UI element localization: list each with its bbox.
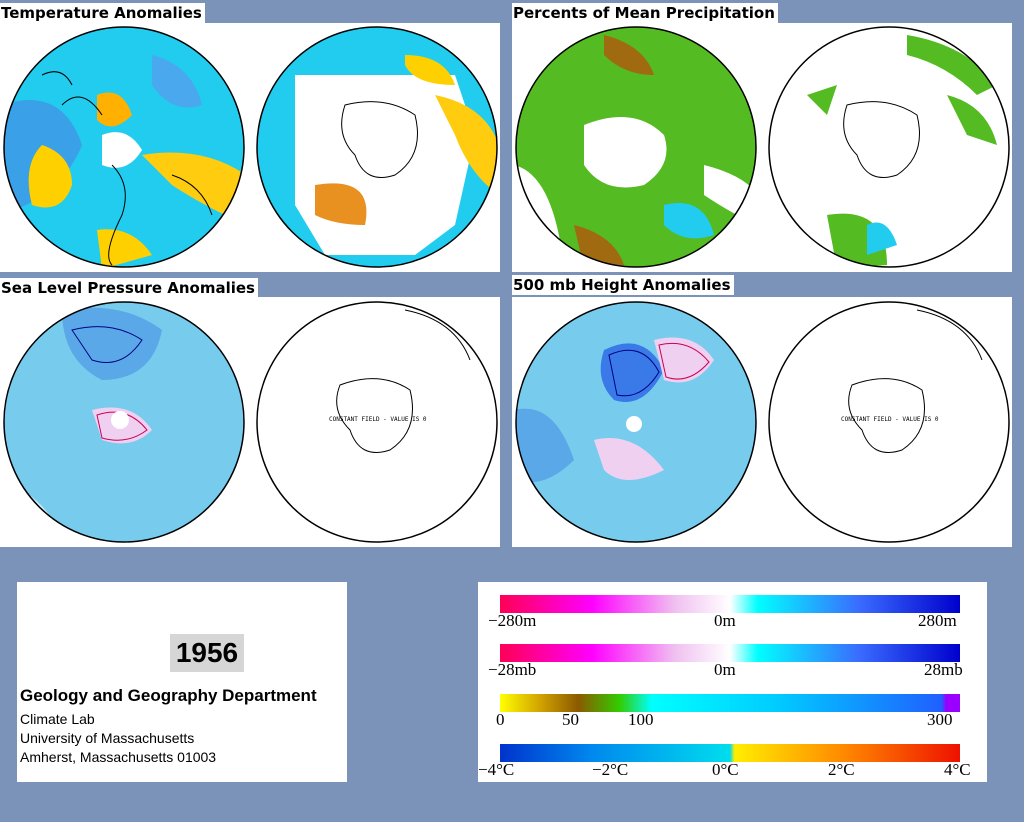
slp-title: Sea Level Pressure Anomalies (0, 278, 258, 298)
height-colorbar (500, 595, 960, 613)
legend-box: −280m 0m 280m −28mb 0m 28mb 0 50 100 300… (478, 582, 987, 782)
temp-tick-m2: −2°C (592, 760, 629, 779)
slp-constant-field-label: CONSTANT FIELD - VALUE IS 0 (329, 416, 427, 423)
precip-tick-50: 50 (562, 710, 579, 729)
precip-tick-100: 100 (628, 710, 654, 729)
precipitation-north-globe (514, 25, 758, 269)
pressure-tick-max: 28mb (924, 660, 963, 679)
slp-north-globe (2, 300, 246, 544)
info-line: Climate Lab (20, 711, 95, 727)
precip-tick-0: 0 (496, 710, 505, 729)
height500-constant-field-label: CONSTANT FIELD - VALUE IS 0 (841, 416, 939, 423)
info-line: University of Massachusetts (20, 730, 195, 746)
pressure-colorbar (500, 644, 960, 662)
height-tick-min: −280m (488, 611, 537, 630)
temp-tick-2: 2°C (828, 760, 855, 779)
height500-north-globe (514, 300, 758, 544)
height500-south-globe: CONSTANT FIELD - VALUE IS 0 (767, 300, 1011, 544)
pressure-tick-zero: 0m (714, 660, 736, 679)
info-line: Amherst, Massachusetts 01003 (20, 749, 217, 765)
year-label: 1956 (170, 634, 244, 672)
temp-colorbar (500, 744, 960, 762)
height-tick-max: 280m (918, 611, 957, 630)
temperature-south-globe (255, 25, 499, 269)
temperature-title: Temperature Anomalies (0, 3, 205, 23)
precipitation-title: Percents of Mean Precipitation (512, 3, 778, 23)
temperature-north-globe (2, 25, 246, 269)
precipitation-south-globe (767, 25, 1011, 269)
pressure-tick-min: −28mb (488, 660, 537, 679)
temp-tick-0: 0°C (712, 760, 739, 779)
department-label: Geology and Geography Department (20, 686, 317, 705)
temp-tick-4: 4°C (944, 760, 971, 779)
height500-title: 500 mb Height Anomalies (512, 275, 734, 295)
height-tick-zero: 0m (714, 611, 736, 630)
info-box: 1956 Geology and Geography Department Cl… (17, 582, 347, 782)
temp-tick-m4: −4°C (478, 760, 515, 779)
precip-colorbar (500, 694, 960, 712)
slp-south-globe: CONSTANT FIELD - VALUE IS 0 (255, 300, 499, 544)
precip-tick-300: 300 (927, 710, 953, 729)
